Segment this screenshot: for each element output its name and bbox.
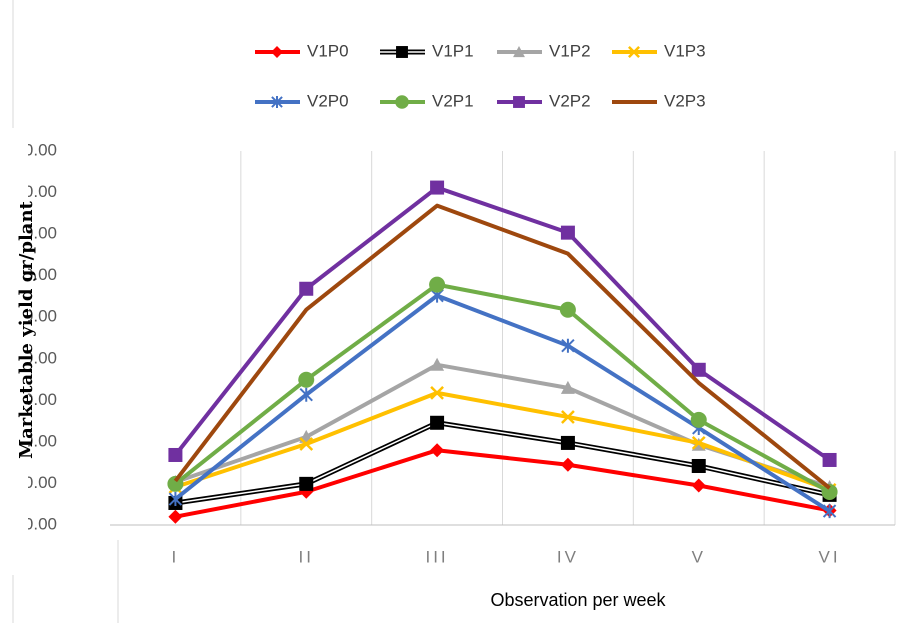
marker — [560, 457, 575, 472]
marker — [628, 46, 640, 58]
series-line — [174, 390, 831, 492]
y-tick-label: 160.00 — [5, 182, 57, 201]
x-axis-title: Observation per week — [490, 590, 666, 610]
x-tick-label: III — [425, 547, 448, 566]
marker — [822, 452, 837, 467]
marker — [560, 435, 575, 450]
marker — [167, 475, 184, 492]
marker — [299, 476, 314, 491]
marker — [271, 46, 283, 58]
marker — [429, 276, 446, 293]
y-tick-label: 40.00 — [14, 431, 57, 450]
y-tick-label: 140.00 — [5, 224, 57, 243]
marker — [430, 357, 445, 371]
marker — [395, 95, 409, 109]
x-tick-label: I — [172, 547, 180, 566]
y-tick-label: 60.00 — [14, 390, 57, 409]
marker — [513, 46, 525, 58]
y-tick-label: 120.00 — [5, 265, 57, 284]
marker — [271, 96, 283, 108]
y-tick-label: 100.00 — [5, 307, 57, 326]
series-line — [173, 185, 831, 462]
legend-label: V2P2 — [549, 91, 591, 110]
marker — [299, 281, 314, 296]
y-tick-label: 0.00 — [24, 514, 57, 533]
marker — [691, 436, 706, 450]
x-tick-label: V — [692, 547, 706, 566]
marker — [298, 371, 315, 388]
legend-label: V2P3 — [664, 91, 706, 110]
y-axis-title: Marketable yield gr/plant — [16, 200, 37, 458]
marker — [430, 443, 445, 458]
marker — [691, 362, 706, 377]
marker — [561, 410, 575, 424]
y-tick-labels: 0.00 20.00 40.00 60.00 80.00 100.00 120.00 140.… — [5, 140, 57, 533]
marker — [691, 458, 706, 473]
marker — [559, 301, 576, 318]
marker — [513, 96, 525, 108]
marker — [168, 492, 183, 507]
series-line — [174, 282, 831, 494]
series-line — [173, 203, 831, 490]
marker — [560, 380, 575, 394]
marker — [430, 180, 445, 195]
marker — [561, 338, 575, 353]
y-tick-label: 20.00 — [14, 473, 57, 492]
marker — [691, 478, 706, 493]
marker — [396, 46, 408, 58]
marker — [299, 437, 314, 451]
marker — [560, 225, 575, 240]
marker — [821, 483, 838, 500]
marker — [168, 509, 183, 524]
marker — [299, 387, 313, 402]
legend-label: V2P1 — [432, 91, 474, 110]
series-line — [175, 448, 830, 519]
marker — [690, 411, 707, 428]
marker — [430, 415, 445, 430]
y-tick-label: 180.00 — [5, 140, 57, 159]
marker — [430, 385, 444, 400]
series-line-inner — [175, 421, 830, 504]
legend-label: V2P0 — [307, 91, 349, 110]
x-tick-label: II — [299, 547, 314, 566]
legend-label: V1P3 — [664, 41, 706, 60]
legend-label: V1P0 — [307, 41, 349, 60]
legend-label: V1P2 — [549, 41, 591, 60]
x-tick-label: VI — [819, 547, 841, 566]
marker — [168, 447, 183, 462]
legend-label: V1P1 — [432, 41, 474, 60]
x-tick-label: IV — [557, 547, 579, 566]
y-tick-label: 80.00 — [14, 348, 57, 367]
series-line — [174, 293, 831, 513]
marker — [822, 504, 837, 519]
